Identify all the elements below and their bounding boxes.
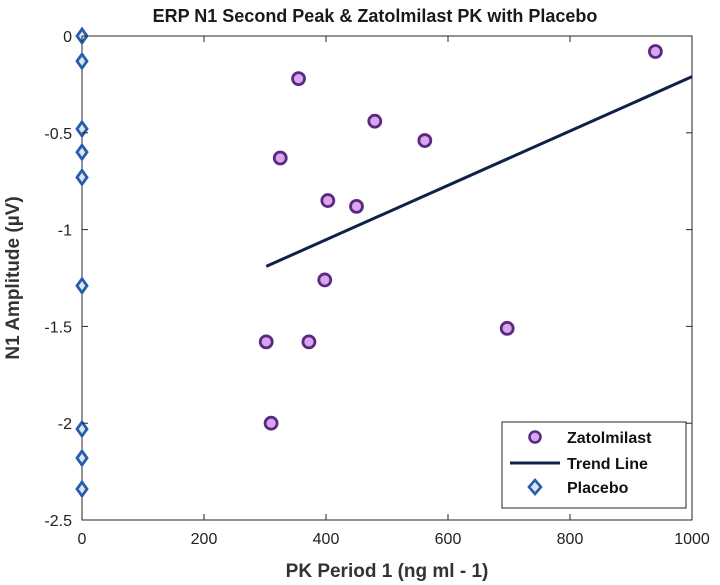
zatolmilast-point bbox=[263, 415, 279, 431]
legend-label-placebo: Placebo bbox=[567, 480, 629, 497]
placebo-point bbox=[75, 479, 89, 499]
zatolmilast-point bbox=[499, 320, 515, 336]
x-axis-label: PK Period 1 (ng ml - 1) bbox=[286, 561, 489, 582]
y-tick-label: -1.5 bbox=[44, 319, 72, 336]
x-axis-ticks: 0 200 400 600 800 1000 bbox=[78, 36, 710, 548]
placebo-point bbox=[75, 276, 89, 296]
y-tick-label: -1 bbox=[58, 223, 72, 240]
y-tick-label: -2.5 bbox=[44, 513, 72, 530]
y-tick-label: 0 bbox=[63, 29, 72, 46]
zatolmilast-point bbox=[258, 334, 274, 350]
placebo-point bbox=[75, 51, 89, 71]
placebo-point bbox=[75, 167, 89, 187]
y-tick-label: -0.5 bbox=[44, 126, 72, 143]
trend-line-layer bbox=[265, 75, 693, 268]
legend: Zatolmilast Trend Line Placebo bbox=[501, 421, 687, 509]
zatolmilast-point bbox=[301, 334, 317, 350]
legend-zatolmilast-circle-icon bbox=[528, 430, 542, 444]
zatolmilast-point bbox=[317, 272, 333, 288]
x-tick-label: 200 bbox=[191, 531, 218, 548]
x-tick-label: 600 bbox=[435, 531, 462, 548]
zatolmilast-point bbox=[648, 44, 663, 59]
x-tick-label: 0 bbox=[78, 531, 87, 548]
zatolmilast-point bbox=[417, 133, 433, 148]
zatolmilast-point bbox=[320, 193, 336, 208]
placebo-point bbox=[75, 419, 89, 439]
y-tick-label: -2 bbox=[58, 416, 72, 433]
data-points-layer bbox=[75, 26, 663, 499]
y-axis-label: N1 Amplitude (µV) bbox=[3, 196, 24, 359]
trend-line bbox=[265, 75, 693, 268]
zatolmilast-point bbox=[367, 113, 383, 129]
legend-label-zatolmilast: Zatolmilast bbox=[567, 430, 652, 447]
chart-title: ERP N1 Second Peak & Zatolmilast PK with… bbox=[153, 6, 598, 26]
zatolmilast-point bbox=[349, 198, 364, 214]
legend-label-trend-line: Trend Line bbox=[567, 456, 648, 473]
y-axis-ticks: 0 -0.5 -1 -1.5 -2 -2.5 bbox=[44, 29, 692, 530]
x-tick-label: 400 bbox=[313, 531, 340, 548]
x-tick-label: 800 bbox=[557, 531, 584, 548]
zatolmilast-point bbox=[291, 71, 306, 86]
x-tick-label: 1000 bbox=[674, 531, 710, 548]
placebo-point bbox=[75, 448, 89, 468]
placebo-point bbox=[75, 142, 89, 162]
legend-placebo-diamond-icon bbox=[527, 478, 543, 496]
zatolmilast-point bbox=[272, 150, 288, 166]
